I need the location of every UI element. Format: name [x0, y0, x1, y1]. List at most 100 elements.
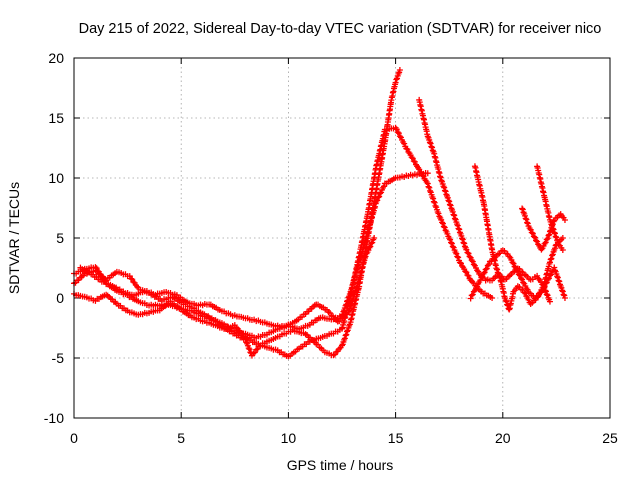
data-point — [509, 259, 516, 266]
data-point — [348, 301, 355, 308]
data-point — [411, 158, 418, 165]
data-point — [441, 224, 448, 231]
data-point — [551, 245, 558, 252]
series-track-9 — [534, 163, 566, 253]
data-point — [511, 263, 518, 270]
data-point — [546, 298, 553, 305]
data-point — [548, 221, 555, 228]
data-point — [454, 253, 461, 260]
data-point — [470, 261, 477, 268]
data-point — [437, 174, 444, 181]
series-track-5 — [416, 96, 553, 305]
data-point — [545, 232, 552, 239]
chart-title: Day 215 of 2022, Sidereal Day-to-day VTE… — [79, 21, 602, 37]
y-tick-label: 20 — [48, 50, 64, 66]
data-point — [468, 257, 475, 264]
y-tick-label: 5 — [56, 230, 64, 246]
data-point — [503, 298, 510, 305]
tick-labels: 0 5 10 15 20 25 -10 -5 0 5 10 15 20 — [44, 50, 618, 446]
data-point — [129, 276, 136, 283]
x-tick-label: 0 — [70, 430, 78, 446]
data-point — [465, 272, 472, 279]
data-point — [428, 143, 435, 150]
data-point — [510, 260, 517, 267]
data-point — [522, 215, 529, 222]
data-point — [371, 235, 378, 241]
data-point — [419, 172, 426, 179]
data-point — [134, 283, 141, 290]
data-point — [513, 267, 520, 274]
data-point — [468, 292, 475, 299]
y-tick-label: 15 — [48, 110, 64, 126]
data-point — [431, 199, 438, 206]
data-point — [427, 140, 434, 147]
data-point — [477, 277, 484, 284]
data-point — [97, 271, 104, 278]
data-point — [455, 225, 462, 232]
data-point — [543, 291, 550, 298]
data-point — [352, 287, 359, 294]
data-point — [341, 335, 348, 342]
data-point — [523, 216, 530, 223]
data-point — [463, 246, 470, 253]
data-point — [534, 238, 541, 245]
data-point — [403, 145, 410, 152]
data-point — [463, 269, 470, 276]
y-tick-label: 0 — [56, 290, 64, 306]
data-point — [516, 272, 523, 279]
series-track-4 — [77, 235, 378, 330]
data-point — [339, 342, 345, 349]
data-point — [347, 302, 354, 309]
data-point — [376, 193, 383, 200]
grid — [74, 58, 610, 418]
data-point — [494, 266, 501, 273]
x-tick-label: 5 — [177, 430, 185, 446]
data-point — [439, 219, 446, 226]
data-point — [544, 235, 551, 242]
data-point — [94, 268, 101, 275]
data-point — [546, 231, 553, 238]
data-point — [556, 278, 563, 285]
data-point — [459, 262, 466, 269]
data-point — [466, 253, 473, 260]
data-point — [404, 146, 411, 153]
data-point — [551, 264, 558, 271]
data-point — [453, 250, 460, 257]
data-point — [461, 240, 468, 247]
series-track-7 — [467, 247, 568, 302]
data-point — [494, 269, 501, 276]
data-point — [348, 298, 355, 305]
data-point — [548, 271, 555, 278]
data-point — [496, 273, 503, 280]
data-point — [343, 331, 350, 338]
data-point — [435, 210, 442, 217]
data-point — [541, 283, 548, 290]
data-point — [543, 236, 550, 243]
data-point — [474, 267, 481, 274]
data-point — [456, 226, 463, 233]
data-point — [548, 255, 555, 262]
data-point — [519, 205, 526, 212]
data-point — [352, 288, 359, 295]
data-point — [353, 284, 360, 291]
data-point — [447, 202, 454, 209]
data-point — [408, 154, 415, 161]
data-point — [525, 296, 532, 303]
data-point — [527, 226, 534, 233]
data-point — [514, 268, 521, 275]
data-point — [446, 201, 453, 208]
data-point — [342, 332, 349, 339]
data-point — [445, 197, 452, 204]
data-point — [245, 345, 252, 352]
data-point — [449, 243, 456, 250]
x-tick-label: 15 — [388, 430, 404, 446]
data-point — [480, 270, 487, 277]
data-point — [405, 148, 412, 155]
data-point — [367, 243, 374, 250]
data-point — [429, 144, 436, 151]
data-point — [554, 274, 561, 281]
y-tick-label: -5 — [52, 350, 65, 366]
data-point — [425, 183, 432, 190]
